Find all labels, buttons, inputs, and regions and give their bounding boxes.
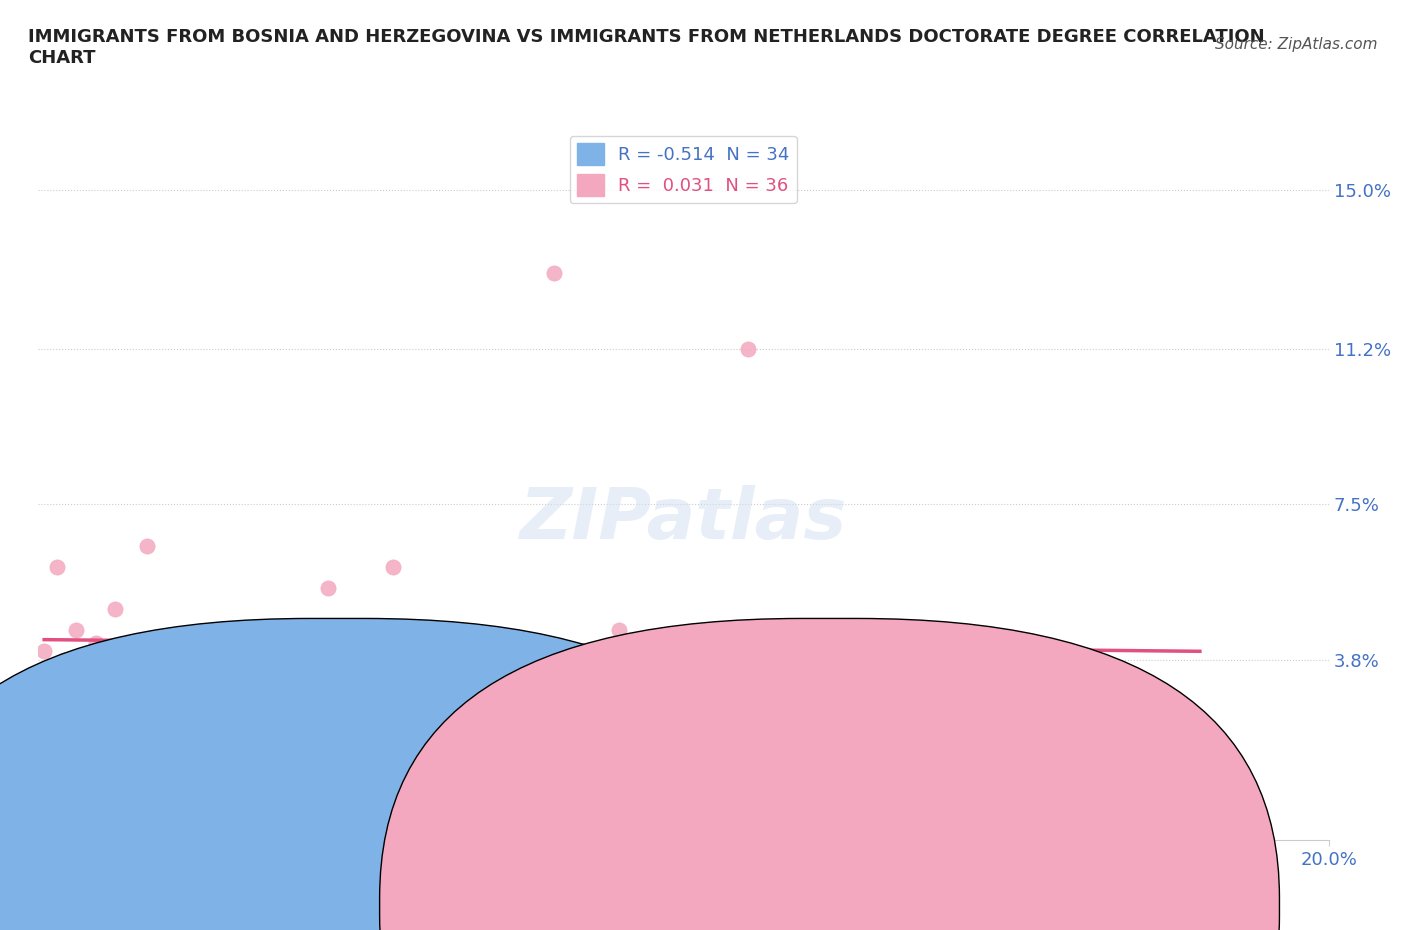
Point [381, 560, 404, 575]
Point [1060, 727, 1083, 742]
Point [478, 665, 501, 680]
Text: ZIPatlas: ZIPatlas [520, 485, 846, 553]
Text: IMMIGRANTS FROM BOSNIA AND HERZEGOVINA VS IMMIGRANTS FROM NETHERLANDS DOCTORATE : IMMIGRANTS FROM BOSNIA AND HERZEGOVINA V… [28, 28, 1265, 67]
Point [543, 790, 565, 805]
Point [543, 266, 565, 281]
Point [931, 807, 953, 822]
Point [737, 341, 759, 356]
Point [607, 623, 630, 638]
Point [349, 652, 371, 667]
Point [59, 719, 82, 734]
Point [169, 737, 191, 751]
Point [349, 762, 371, 777]
Point [97, 719, 120, 734]
Point [124, 652, 146, 667]
Point [79, 685, 101, 700]
Text: Source: ZipAtlas.com: Source: ZipAtlas.com [1215, 37, 1378, 52]
Point [381, 749, 404, 764]
Point [316, 581, 339, 596]
Point [104, 762, 127, 777]
Point [79, 652, 101, 667]
Point [39, 665, 62, 680]
Point [72, 707, 94, 722]
Point [284, 685, 307, 700]
Point [111, 737, 134, 751]
Point [188, 719, 211, 734]
Point [478, 778, 501, 793]
Point [72, 737, 94, 751]
Point [156, 685, 179, 700]
Point [52, 652, 75, 667]
Point [136, 778, 159, 793]
Point [46, 560, 69, 575]
Point [801, 652, 824, 667]
Point [413, 770, 436, 785]
Point [84, 749, 107, 764]
Point [672, 790, 695, 805]
Point [32, 727, 55, 742]
Point [1123, 685, 1146, 700]
Point [149, 727, 172, 742]
Point [65, 623, 87, 638]
Point [156, 762, 179, 777]
Point [91, 694, 114, 709]
Point [91, 685, 114, 700]
Point [59, 685, 82, 700]
Point [129, 719, 152, 734]
Point [84, 635, 107, 650]
Point [142, 749, 165, 764]
Point [801, 804, 824, 818]
Point [866, 685, 889, 700]
Point [136, 538, 159, 553]
Point [124, 770, 146, 785]
Point [1188, 749, 1211, 764]
Point [413, 635, 436, 650]
Point [672, 665, 695, 680]
Point [111, 707, 134, 722]
Point [207, 770, 229, 785]
Point [284, 778, 307, 793]
Point [221, 677, 243, 692]
Point [117, 707, 139, 722]
Point [995, 652, 1018, 667]
Point [46, 707, 69, 722]
Point [221, 749, 243, 764]
Point [253, 762, 276, 777]
Point [32, 644, 55, 658]
Point [607, 778, 630, 793]
Point [104, 602, 127, 617]
Point [169, 652, 191, 667]
Point [316, 737, 339, 751]
Point [253, 665, 276, 680]
Point [188, 665, 211, 680]
Point [737, 799, 759, 814]
Text: Immigrants from Netherlands: Immigrants from Netherlands [792, 897, 1036, 915]
Legend: R = -0.514  N = 34, R =  0.031  N = 36: R = -0.514 N = 34, R = 0.031 N = 36 [569, 136, 797, 203]
Text: Immigrants from Bosnia and Herzegovina: Immigrants from Bosnia and Herzegovina [249, 897, 595, 915]
Point [931, 707, 953, 722]
